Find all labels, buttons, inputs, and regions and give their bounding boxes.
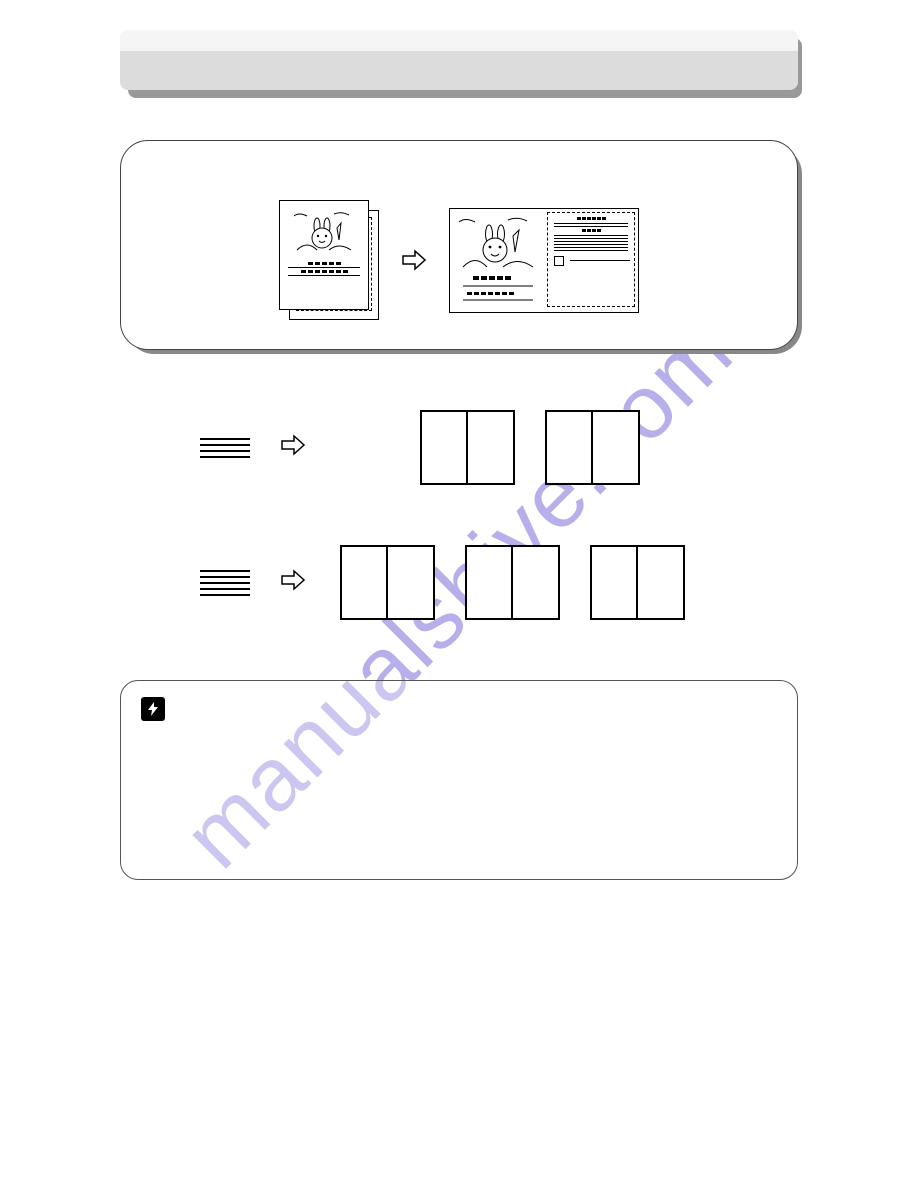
arrow-right-icon <box>399 248 429 272</box>
note-icon <box>141 697 165 721</box>
diagram-row-1 <box>120 410 798 485</box>
source-doc-stack <box>279 200 379 320</box>
split-box <box>465 545 560 620</box>
arrow-right-icon <box>280 434 310 461</box>
bunny-illustration-icon <box>284 205 364 260</box>
input-lines-4 <box>200 438 250 458</box>
diagram-row-2 <box>120 545 798 620</box>
output-boxes-2 <box>420 410 640 485</box>
split-box <box>340 545 435 620</box>
input-lines-5 <box>200 570 250 596</box>
note-panel <box>120 680 798 880</box>
page-content <box>0 0 918 910</box>
split-box <box>590 545 685 620</box>
output-boxes-3 <box>340 545 685 620</box>
header-bar <box>120 30 798 90</box>
result-left-half <box>450 209 544 312</box>
illustration-panel <box>120 140 798 350</box>
panel-body <box>120 140 798 350</box>
result-right-half <box>544 209 638 312</box>
split-box <box>545 410 640 485</box>
arrow-right-icon <box>280 569 310 596</box>
header-gradient <box>120 30 798 90</box>
split-box <box>420 410 515 485</box>
result-doc <box>449 208 639 313</box>
front-page <box>279 200 369 310</box>
diagram-section <box>120 410 798 620</box>
